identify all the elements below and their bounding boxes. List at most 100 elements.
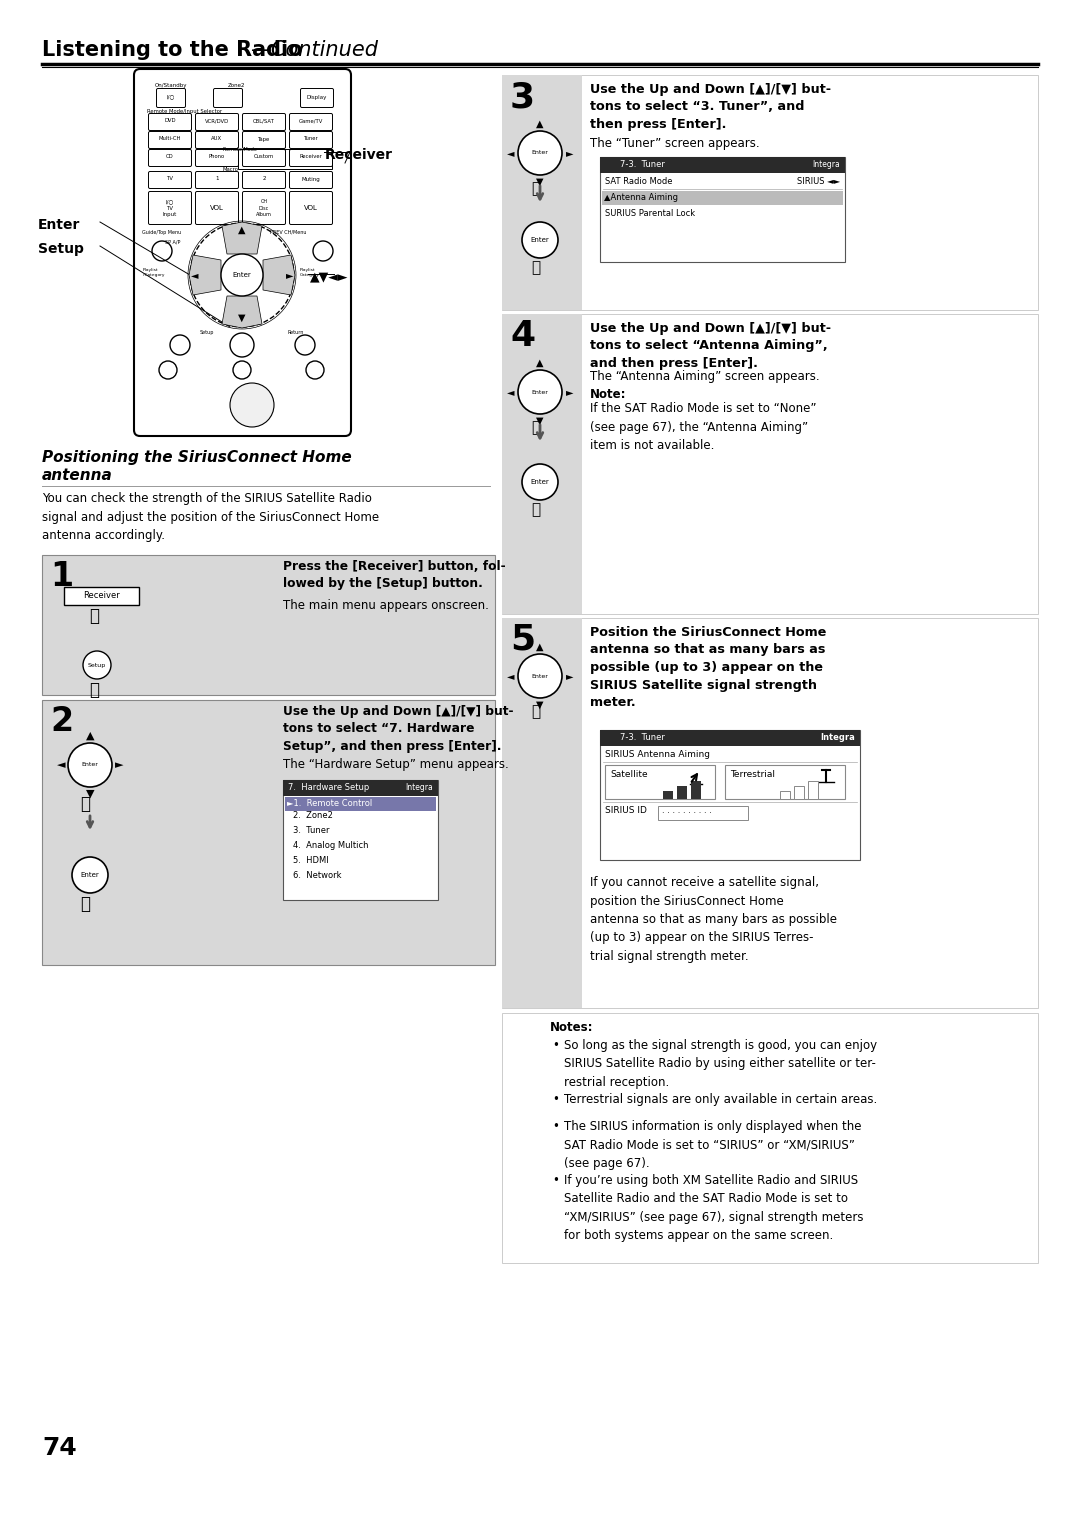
Text: 👍: 👍	[531, 420, 541, 435]
Text: Use the Up and Down [▲]/[▼] but-
tons to select “3. Tuner”, and
then press [Ente: Use the Up and Down [▲]/[▼] but- tons to…	[590, 82, 832, 131]
Circle shape	[221, 253, 264, 296]
Text: ▲: ▲	[537, 642, 543, 652]
Text: 3: 3	[510, 79, 535, 114]
Text: 6.  Network: 6. Network	[293, 871, 341, 881]
Circle shape	[313, 241, 333, 261]
FancyBboxPatch shape	[289, 150, 333, 166]
FancyBboxPatch shape	[243, 131, 285, 148]
Text: 👍: 👍	[89, 607, 99, 626]
FancyBboxPatch shape	[149, 131, 191, 148]
Text: ►: ►	[566, 671, 573, 681]
Text: The “Tuner” screen appears.: The “Tuner” screen appears.	[590, 137, 759, 150]
Text: ▲: ▲	[239, 224, 246, 235]
Text: —Continued: —Continued	[249, 40, 378, 60]
Text: 5.  HDMI: 5. HDMI	[293, 856, 328, 865]
Text: Terrestrial: Terrestrial	[730, 771, 775, 778]
Text: 👍: 👍	[80, 896, 90, 913]
Bar	[600, 729, 860, 746]
FancyBboxPatch shape	[243, 113, 285, 131]
Text: Enter: Enter	[232, 272, 252, 278]
Text: Muting: Muting	[301, 177, 321, 182]
FancyBboxPatch shape	[243, 150, 285, 166]
Text: 👍: 👍	[531, 703, 541, 719]
Text: •: •	[552, 1093, 558, 1106]
Circle shape	[190, 223, 294, 327]
Text: ◄: ◄	[507, 671, 514, 681]
Bar	[691, 781, 701, 800]
Text: 5: 5	[510, 623, 535, 658]
Polygon shape	[189, 255, 221, 295]
Text: If you cannot receive a satellite signal,
position the SiriusConnect Home
antenn: If you cannot receive a satellite signal…	[590, 876, 837, 963]
Text: Receiver: Receiver	[83, 592, 120, 601]
Text: ◄: ◄	[191, 270, 199, 279]
Text: If you’re using both XM Satellite Radio and SIRIUS
Satellite Radio and the SAT R: If you’re using both XM Satellite Radio …	[564, 1173, 864, 1242]
Bar	[600, 157, 845, 262]
Bar	[600, 729, 860, 861]
Text: VOL: VOL	[305, 204, 318, 211]
Text: ▲: ▲	[537, 359, 543, 368]
Text: •: •	[552, 1039, 558, 1051]
Text: The “Antenna Aiming” screen appears.: The “Antenna Aiming” screen appears.	[590, 369, 820, 383]
Text: Satellite: Satellite	[610, 771, 648, 778]
Text: On/Standby: On/Standby	[156, 82, 188, 89]
Circle shape	[518, 655, 562, 697]
Text: Use the Up and Down [▲]/[▼] but-
tons to select “7. Hardware
Setup”, and then pr: Use the Up and Down [▲]/[▼] but- tons to…	[283, 705, 513, 752]
Text: CH
Disc
Album: CH Disc Album	[256, 198, 272, 217]
Circle shape	[230, 383, 274, 427]
Bar	[600, 157, 845, 172]
Circle shape	[295, 336, 315, 356]
Text: 4: 4	[510, 319, 535, 353]
Text: 👍: 👍	[531, 259, 541, 275]
Text: 7-3.  Tuner: 7-3. Tuner	[620, 160, 665, 169]
Text: ►: ►	[566, 388, 573, 397]
Text: 7-3.  Tuner: 7-3. Tuner	[620, 732, 665, 742]
Text: SIRIUS ◄►: SIRIUS ◄►	[797, 177, 840, 186]
Text: ▼: ▼	[85, 789, 94, 800]
Text: ◄: ◄	[56, 760, 65, 771]
Text: 1: 1	[50, 560, 73, 594]
Text: ▲Antenna Aiming: ▲Antenna Aiming	[604, 192, 678, 201]
Bar	[502, 618, 582, 1009]
Text: Playlist
Category: Playlist Category	[300, 269, 320, 276]
Text: Enter: Enter	[530, 479, 550, 485]
Text: Playlist
/Category: Playlist /Category	[143, 269, 164, 276]
Text: SURIUS Parental Lock: SURIUS Parental Lock	[605, 209, 696, 218]
Circle shape	[306, 362, 324, 378]
Text: 👍: 👍	[89, 681, 99, 699]
Text: · · · · · · · · · ·: · · · · · · · · · ·	[662, 809, 712, 818]
Text: VOL: VOL	[211, 204, 224, 211]
Circle shape	[522, 221, 558, 258]
Text: Note:: Note:	[590, 388, 626, 401]
Text: ◄: ◄	[507, 148, 514, 159]
Circle shape	[152, 241, 172, 261]
Text: •: •	[552, 1120, 558, 1132]
Text: Enter: Enter	[530, 237, 550, 243]
FancyBboxPatch shape	[195, 150, 239, 166]
Text: SP A/P: SP A/P	[165, 240, 180, 244]
FancyBboxPatch shape	[195, 113, 239, 131]
Text: Integra: Integra	[405, 783, 433, 792]
Circle shape	[83, 652, 111, 679]
Text: I/○: I/○	[167, 95, 175, 99]
Bar	[602, 191, 843, 204]
FancyBboxPatch shape	[214, 89, 243, 107]
Bar	[658, 806, 748, 819]
Text: Tuner: Tuner	[303, 136, 319, 142]
Text: The main menu appears onscreen.: The main menu appears onscreen.	[283, 600, 489, 612]
FancyBboxPatch shape	[149, 113, 191, 131]
Text: ▼: ▼	[537, 700, 543, 710]
Bar	[42, 555, 495, 694]
FancyBboxPatch shape	[300, 89, 334, 107]
Text: AUX: AUX	[212, 136, 222, 142]
Text: SIRIUS Antenna Aiming: SIRIUS Antenna Aiming	[605, 749, 710, 758]
Circle shape	[170, 336, 190, 356]
Text: Press the [Receiver] button, fol-
lowed by the [Setup] button.: Press the [Receiver] button, fol- lowed …	[283, 560, 505, 591]
FancyBboxPatch shape	[289, 113, 333, 131]
FancyBboxPatch shape	[289, 191, 333, 224]
Text: Enter: Enter	[82, 763, 98, 768]
Text: ►: ►	[566, 148, 573, 159]
Text: Receiver: Receiver	[325, 148, 393, 162]
Bar	[502, 75, 582, 310]
Text: CBL/SAT: CBL/SAT	[253, 119, 275, 124]
Bar	[502, 314, 582, 613]
